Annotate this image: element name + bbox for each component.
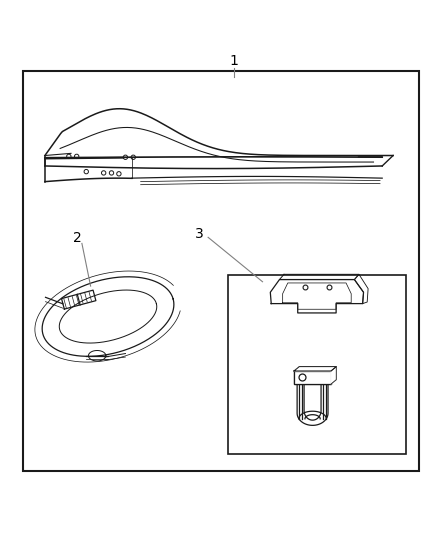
Bar: [228, 275, 406, 454]
Text: 1: 1: [230, 54, 239, 68]
Text: 2: 2: [73, 231, 82, 245]
Polygon shape: [294, 367, 336, 371]
Bar: [294, 371, 331, 384]
Bar: [294, 371, 331, 384]
Polygon shape: [331, 367, 336, 384]
Text: 3: 3: [195, 227, 204, 241]
